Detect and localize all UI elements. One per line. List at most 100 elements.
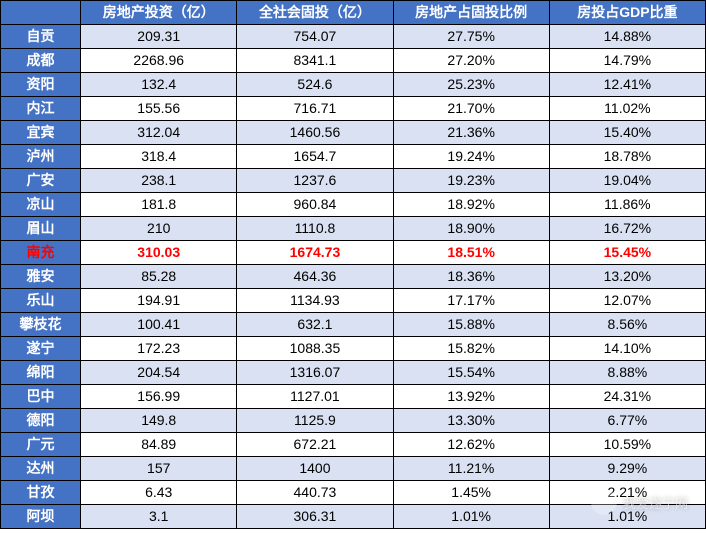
cell: 210 [81, 217, 237, 241]
table-row: 达州157140011.21%9.29% [1, 457, 706, 481]
table-row: 自贡209.31754.0727.75%14.88% [1, 25, 706, 49]
cell: 8341.1 [237, 49, 393, 73]
cell: 3.1 [81, 505, 237, 529]
col-header-4: 房投占GDP比重 [549, 1, 705, 25]
cell: 632.1 [237, 313, 393, 337]
cell: 1400 [237, 457, 393, 481]
row-label: 眉山 [1, 217, 81, 241]
cell: 12.41% [549, 73, 705, 97]
cell: 149.8 [81, 409, 237, 433]
row-label: 凉山 [1, 193, 81, 217]
cell: 204.54 [81, 361, 237, 385]
cell: 10.59% [549, 433, 705, 457]
row-label: 南充 [1, 241, 81, 265]
table-head: 房地产投资（亿） 全社会固投（亿） 房地产占固投比例 房投占GDP比重 [1, 1, 706, 25]
cell: 16.72% [549, 217, 705, 241]
cell: 15.45% [549, 241, 705, 265]
table-row: 巴中156.991127.0113.92%24.31% [1, 385, 706, 409]
row-label: 绵阳 [1, 361, 81, 385]
table-row: 资阳132.4524.625.23%12.41% [1, 73, 706, 97]
cell: 194.91 [81, 289, 237, 313]
cell: 15.88% [393, 313, 549, 337]
cell: 13.92% [393, 385, 549, 409]
table-row: 德阳149.81125.913.30%6.77% [1, 409, 706, 433]
cell: 1674.73 [237, 241, 393, 265]
row-label: 德阳 [1, 409, 81, 433]
table-body: 自贡209.31754.0727.75%14.88%成都2268.968341.… [1, 25, 706, 529]
cell: 2268.96 [81, 49, 237, 73]
row-label: 自贡 [1, 25, 81, 49]
cell: 181.8 [81, 193, 237, 217]
cell: 1.01% [393, 505, 549, 529]
cell: 27.20% [393, 49, 549, 73]
cell: 1654.7 [237, 145, 393, 169]
cell: 440.73 [237, 481, 393, 505]
cell: 100.41 [81, 313, 237, 337]
col-header-1: 房地产投资（亿） [81, 1, 237, 25]
cell: 18.90% [393, 217, 549, 241]
cell: 19.23% [393, 169, 549, 193]
col-header-2: 全社会固投（亿） [237, 1, 393, 25]
cell: 6.77% [549, 409, 705, 433]
cell: 464.36 [237, 265, 393, 289]
data-table: 房地产投资（亿） 全社会固投（亿） 房地产占固投比例 房投占GDP比重 自贡20… [0, 0, 706, 529]
cell: 209.31 [81, 25, 237, 49]
cell: 19.04% [549, 169, 705, 193]
table-row: 雅安85.28464.3618.36%13.20% [1, 265, 706, 289]
row-label: 巴中 [1, 385, 81, 409]
cell: 15.54% [393, 361, 549, 385]
cell: 716.71 [237, 97, 393, 121]
cell: 84.89 [81, 433, 237, 457]
cell: 157 [81, 457, 237, 481]
cell: 21.70% [393, 97, 549, 121]
row-label: 宜宾 [1, 121, 81, 145]
cell: 11.02% [549, 97, 705, 121]
table-row: 广元84.89672.2112.62%10.59% [1, 433, 706, 457]
cell: 13.20% [549, 265, 705, 289]
cell: 18.36% [393, 265, 549, 289]
row-label: 广安 [1, 169, 81, 193]
cell: 21.36% [393, 121, 549, 145]
cell: 172.23 [81, 337, 237, 361]
row-label: 成都 [1, 49, 81, 73]
cell: 15.40% [549, 121, 705, 145]
row-label: 广元 [1, 433, 81, 457]
cell: 2.21% [549, 481, 705, 505]
table-row: 凉山181.8960.8418.92%11.86% [1, 193, 706, 217]
cell: 9.29% [549, 457, 705, 481]
table-row: 泸州318.41654.719.24%18.78% [1, 145, 706, 169]
cell: 1237.6 [237, 169, 393, 193]
table-row: 攀枝花100.41632.115.88%8.56% [1, 313, 706, 337]
cell: 8.88% [549, 361, 705, 385]
cell: 11.21% [393, 457, 549, 481]
cell: 310.03 [81, 241, 237, 265]
cell: 18.92% [393, 193, 549, 217]
cell: 306.31 [237, 505, 393, 529]
row-label: 阿坝 [1, 505, 81, 529]
table-row: 内江155.56716.7121.70%11.02% [1, 97, 706, 121]
cell: 132.4 [81, 73, 237, 97]
cell: 960.84 [237, 193, 393, 217]
row-label: 遂宁 [1, 337, 81, 361]
table-row: 遂宁172.231088.3515.82%14.10% [1, 337, 706, 361]
row-label: 达州 [1, 457, 81, 481]
cell: 1460.56 [237, 121, 393, 145]
cell: 12.62% [393, 433, 549, 457]
table-row: 甘孜6.43440.731.45%2.21% [1, 481, 706, 505]
table-row: 乐山194.911134.9317.17%12.07% [1, 289, 706, 313]
cell: 8.56% [549, 313, 705, 337]
col-header-blank [1, 1, 81, 25]
cell: 19.24% [393, 145, 549, 169]
table-row: 宜宾312.041460.5621.36%15.40% [1, 121, 706, 145]
table-row: 阿坝3.1306.311.01%1.01% [1, 505, 706, 529]
cell: 1125.9 [237, 409, 393, 433]
cell: 11.86% [549, 193, 705, 217]
row-label: 甘孜 [1, 481, 81, 505]
table-row: 广安238.11237.619.23%19.04% [1, 169, 706, 193]
row-label: 泸州 [1, 145, 81, 169]
table-row: 眉山2101110.818.90%16.72% [1, 217, 706, 241]
cell: 1110.8 [237, 217, 393, 241]
table-row: 成都2268.968341.127.20%14.79% [1, 49, 706, 73]
cell: 14.79% [549, 49, 705, 73]
cell: 85.28 [81, 265, 237, 289]
